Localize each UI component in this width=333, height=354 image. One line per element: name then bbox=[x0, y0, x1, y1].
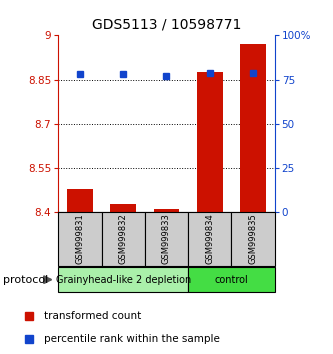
Text: protocol: protocol bbox=[3, 275, 49, 285]
Bar bbox=[154, 210, 179, 212]
Text: GSM999833: GSM999833 bbox=[162, 213, 171, 264]
Text: GSM999831: GSM999831 bbox=[75, 213, 85, 264]
Bar bbox=[197, 72, 223, 212]
Bar bbox=[102, 212, 145, 266]
Bar bbox=[231, 212, 275, 266]
Bar bbox=[110, 204, 136, 212]
Bar bbox=[58, 212, 102, 266]
Bar bbox=[145, 212, 188, 266]
Bar bbox=[240, 44, 266, 212]
Text: control: control bbox=[214, 275, 248, 285]
Text: GSM999832: GSM999832 bbox=[119, 213, 128, 264]
Bar bbox=[58, 267, 188, 292]
Text: GSM999834: GSM999834 bbox=[205, 213, 214, 264]
Text: percentile rank within the sample: percentile rank within the sample bbox=[44, 334, 220, 344]
Bar bbox=[67, 189, 93, 212]
Text: Grainyhead-like 2 depletion: Grainyhead-like 2 depletion bbox=[56, 275, 191, 285]
Bar bbox=[188, 267, 275, 292]
Text: transformed count: transformed count bbox=[44, 311, 142, 321]
Bar bbox=[188, 212, 231, 266]
Title: GDS5113 / 10598771: GDS5113 / 10598771 bbox=[92, 17, 241, 32]
Text: GSM999835: GSM999835 bbox=[248, 213, 258, 264]
